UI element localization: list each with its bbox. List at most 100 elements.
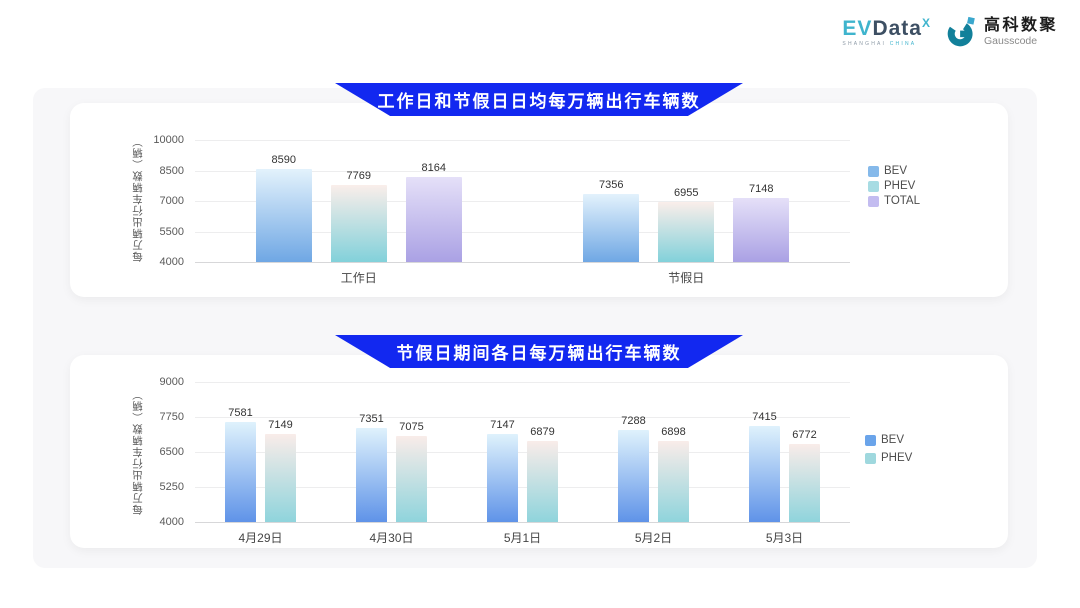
bar-phev: 7769 [330,170,387,262]
bar-phev: 7075 [396,421,427,522]
gridline [195,417,850,418]
bar-value-label: 6879 [530,426,555,439]
bar-value-label: 7581 [228,406,253,419]
bar-bev: 7581 [225,407,256,522]
y-axis-title: 每万辆出行车辆数（辆） [132,388,144,516]
legend: BEV PHEV TOTAL [868,165,920,207]
bar-value-label: 7147 [490,418,515,431]
bar-phev: 7149 [265,419,296,522]
bar-value-label: 7351 [359,413,384,426]
bar-fill [225,421,256,522]
legend-swatch [865,452,876,464]
chart-title: 工作日和节假日日均每万辆出行车辆数 [377,92,701,111]
bar-fill [265,433,296,522]
chart-title-banner: 节假日期间各日每万辆出行车辆数 [335,335,743,368]
legend-item-phev[interactable]: PHEV [868,180,920,192]
bar-fill [356,428,387,522]
y-tick-label: 5250 [159,481,184,493]
chart-section-holiday-daily: 节假日期间各日每万辆出行车辆数 每万辆出行车辆数（辆） 9000 7750 6500… [70,335,1008,548]
bar-group: 7581 7149 4月29日 [225,382,296,545]
bar-fill [618,429,649,522]
bar-group: 7147 6879 5月1日 [487,382,558,545]
legend-label: BEV [884,165,908,177]
chart-card [70,103,1008,297]
bar-group: 7356 6955 7148 节假日 [583,140,790,285]
category-label: 5月1日 [503,531,542,545]
gausscode-g-icon [947,16,975,47]
bar-fill [396,435,427,522]
category-label: 4月29日 [238,531,283,545]
legend-swatch [868,165,879,177]
gridline [195,382,850,383]
y-tick-label: 7000 [159,195,184,207]
bar-group: 7351 7075 4月30日 [356,382,427,545]
bar-value-label: 8164 [421,162,446,175]
gausscode-en-name: Gausscode [983,34,1038,47]
bar-value-label: 7075 [399,420,424,433]
bar-bev: 7147 [487,419,518,522]
bar-fill [733,198,790,262]
y-tick-label: 7750 [159,411,184,423]
bar-fill [255,168,312,262]
chart-body: 每万辆出行车辆数（辆） 10000 8500 7000 5500 4000 8590 77… [70,103,1008,297]
legend-label: PHEV [884,180,916,192]
chart-section-workday-holiday: 工作日和节假日日均每万辆出行车辆数 每万辆出行车辆数（辆） 10000 8500 7… [70,83,1008,297]
evdata-data-text: Data [872,17,922,40]
category-label: 5月3日 [765,531,804,545]
bar-value-label: 6772 [792,429,817,442]
bar-total: 7148 [733,183,790,262]
bar-fill [487,433,518,522]
bar-value-label: 6898 [661,425,686,438]
legend-swatch [865,434,876,446]
bar-bev: 7351 [356,413,387,522]
bar-fill [658,201,715,262]
bar-fill [405,177,462,262]
category-label: 5月2日 [634,531,673,545]
legend-swatch [868,180,879,192]
chart-title: 节假日期间各日每万辆出行车辆数 [396,344,682,363]
plot-area: 7581 7149 4月29日 7351 7075 4月30日 7147 6879 5月1日 72… [195,382,850,545]
gridline [195,487,850,488]
bar-bev: 7356 [583,179,640,262]
category-label: 4月30日 [369,531,414,545]
gridline [195,522,850,523]
legend-item-total[interactable]: TOTAL [868,195,920,207]
header-logos: EVDataX SHANGHAI CHINA 高科数聚 Gausscode [842,16,1058,48]
bar-group: 7415 6772 5月3日 [749,382,820,545]
bar-phev: 6898 [658,426,689,522]
bar-value-label: 8590 [271,153,296,166]
legend-item-bev[interactable]: BEV [868,165,920,177]
bar-phev: 6879 [527,426,558,522]
gridline [195,170,850,172]
legend-item-phev[interactable]: PHEV [865,452,912,464]
gridline [195,452,850,453]
bar-phev: 6955 [658,187,715,262]
bar-group: 8590 7769 8164 工作日 [255,140,462,285]
evdata-logo: EVDataX SHANGHAI CHINA [842,17,931,47]
legend-label: BEV [881,434,905,446]
legend: BEV PHEV [865,434,912,464]
legend-label: TOTAL [884,195,920,207]
legend-label: PHEV [881,452,913,464]
gausscode-cn-name: 高科数聚 [983,16,1058,34]
bar-phev: 6772 [789,429,820,522]
bar-fill [749,426,780,522]
gridline [195,231,850,233]
y-axis-ticks: 9000 7750 6500 5250 4000 [148,376,188,528]
bar-value-label: 7415 [752,411,777,424]
evdata-wordmark: EVDataX [842,17,931,39]
evdata-tagline-shanghai: SHANGHAI [842,41,887,47]
y-tick-label: 8500 [159,164,184,177]
y-tick-label: 4000 [159,516,184,528]
y-axis-title: 每万辆出行车辆数（辆） [132,135,144,263]
bar-value-label: 7769 [346,170,371,183]
gridline [195,262,850,263]
charts-panel: 工作日和节假日日均每万辆出行车辆数 每万辆出行车辆数（辆） 10000 8500 7… [33,83,1037,568]
bar-value-label: 6955 [674,186,699,199]
bar-value-label: 7148 [749,183,774,195]
y-tick-label: 10000 [153,134,184,146]
bar-fill [330,185,387,262]
legend-item-bev[interactable]: BEV [865,434,912,446]
evdata-tagline: SHANGHAI CHINA [842,42,931,47]
y-tick-label: 9000 [159,376,184,388]
